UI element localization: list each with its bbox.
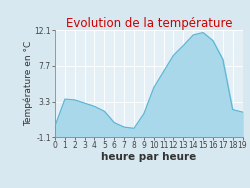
Y-axis label: Température en °C: Température en °C — [23, 41, 33, 126]
Title: Evolution de la température: Evolution de la température — [66, 17, 232, 30]
X-axis label: heure par heure: heure par heure — [101, 152, 196, 162]
